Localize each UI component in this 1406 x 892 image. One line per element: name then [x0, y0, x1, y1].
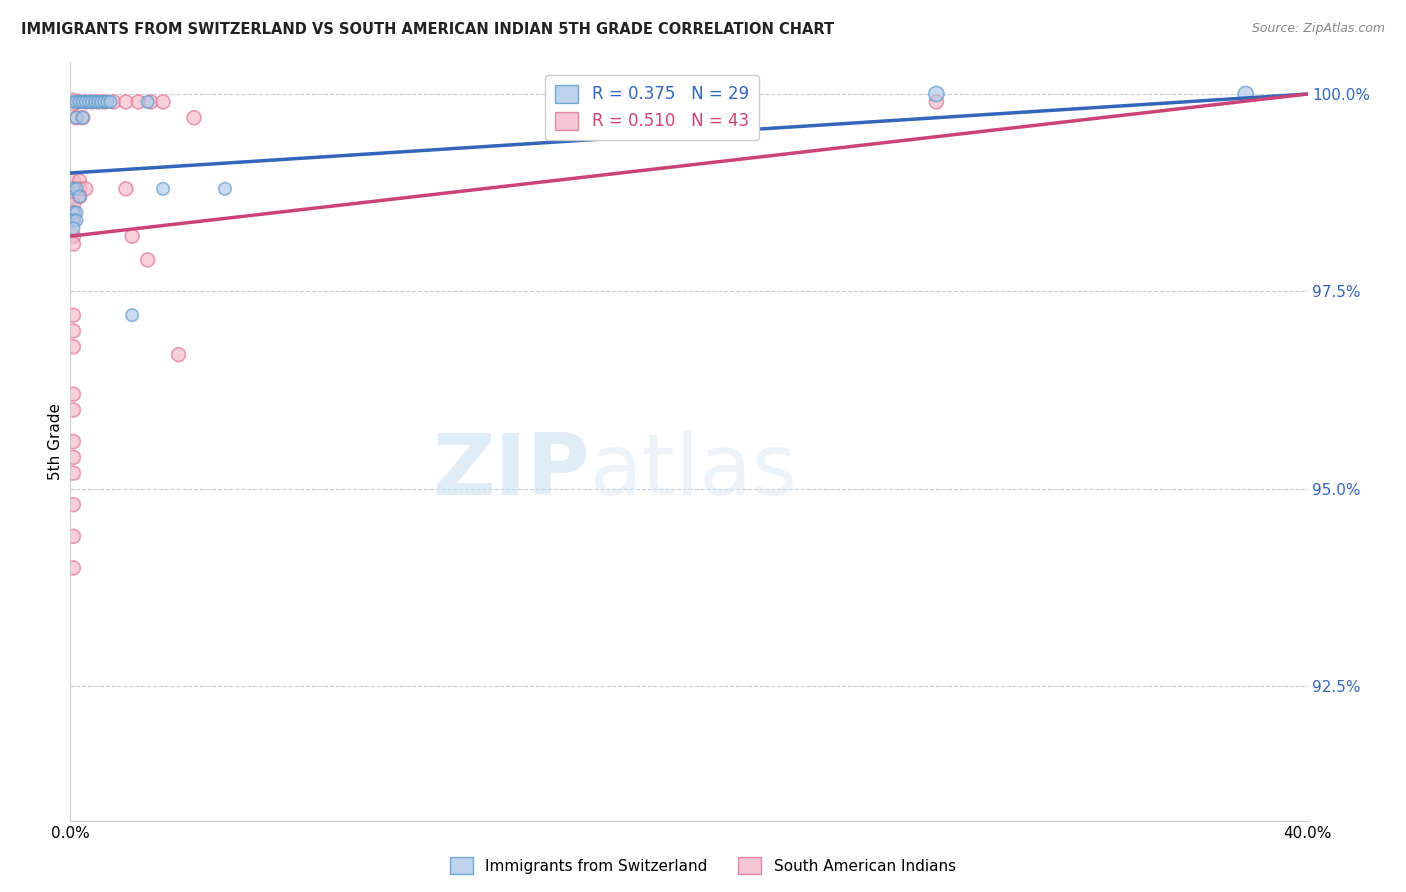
Text: IMMIGRANTS FROM SWITZERLAND VS SOUTH AMERICAN INDIAN 5TH GRADE CORRELATION CHART: IMMIGRANTS FROM SWITZERLAND VS SOUTH AME…: [21, 22, 834, 37]
Point: [121, 308, 143, 322]
Point: [62, 205, 84, 219]
Point: [87, 95, 110, 109]
Point: [90, 95, 112, 109]
Point: [62, 561, 84, 575]
Text: atlas: atlas: [591, 430, 799, 514]
Point: [80, 95, 103, 109]
Point: [93, 95, 115, 109]
Point: [62, 95, 84, 109]
Point: [103, 95, 125, 109]
Point: [62, 190, 84, 204]
Point: [62, 182, 84, 196]
Point: [167, 348, 190, 362]
Point: [100, 95, 122, 109]
Point: [72, 95, 94, 109]
Point: [62, 466, 84, 480]
Point: [62, 434, 84, 449]
Point: [72, 111, 94, 125]
Point: [69, 190, 91, 204]
Point: [62, 498, 84, 512]
Legend: R = 0.375   N = 29, R = 0.510   N = 43: R = 0.375 N = 29, R = 0.510 N = 43: [546, 75, 759, 140]
Point: [152, 95, 174, 109]
Point: [62, 174, 84, 188]
Point: [127, 95, 149, 109]
Point: [75, 95, 97, 109]
Point: [62, 387, 84, 401]
Point: [80, 95, 103, 109]
Point: [65, 111, 87, 125]
Point: [62, 340, 84, 354]
Point: [69, 174, 91, 188]
Point: [925, 87, 948, 101]
Point: [87, 95, 110, 109]
Point: [62, 213, 84, 227]
Point: [62, 403, 84, 417]
Point: [65, 111, 87, 125]
Point: [65, 95, 87, 109]
Point: [152, 182, 174, 196]
Point: [69, 190, 91, 204]
Point: [62, 308, 84, 322]
Point: [75, 95, 97, 109]
Point: [139, 95, 162, 109]
Point: [62, 205, 84, 219]
Point: [62, 182, 84, 196]
Point: [62, 450, 84, 465]
Point: [183, 111, 205, 125]
Point: [62, 221, 84, 235]
Point: [75, 182, 97, 196]
Point: [136, 252, 159, 267]
Point: [62, 237, 84, 252]
Point: [1234, 87, 1257, 101]
Point: [136, 95, 159, 109]
Y-axis label: 5th Grade: 5th Grade: [48, 403, 63, 480]
Point: [93, 95, 115, 109]
Point: [96, 95, 118, 109]
Point: [65, 213, 87, 227]
Point: [69, 95, 91, 109]
Point: [121, 229, 143, 244]
Point: [62, 324, 84, 338]
Point: [214, 182, 236, 196]
Point: [925, 95, 948, 109]
Point: [77, 95, 100, 109]
Point: [616, 95, 638, 109]
Point: [84, 95, 107, 109]
Point: [62, 213, 84, 227]
Point: [62, 197, 84, 211]
Legend: Immigrants from Switzerland, South American Indians: Immigrants from Switzerland, South Ameri…: [444, 851, 962, 880]
Point: [115, 182, 138, 196]
Point: [62, 529, 84, 543]
Point: [72, 111, 94, 125]
Point: [62, 229, 84, 244]
Text: ZIP: ZIP: [432, 430, 591, 514]
Text: Source: ZipAtlas.com: Source: ZipAtlas.com: [1251, 22, 1385, 36]
Point: [65, 205, 87, 219]
Point: [62, 95, 84, 109]
Point: [115, 95, 138, 109]
Point: [69, 182, 91, 196]
Point: [69, 95, 91, 109]
Point: [65, 182, 87, 196]
